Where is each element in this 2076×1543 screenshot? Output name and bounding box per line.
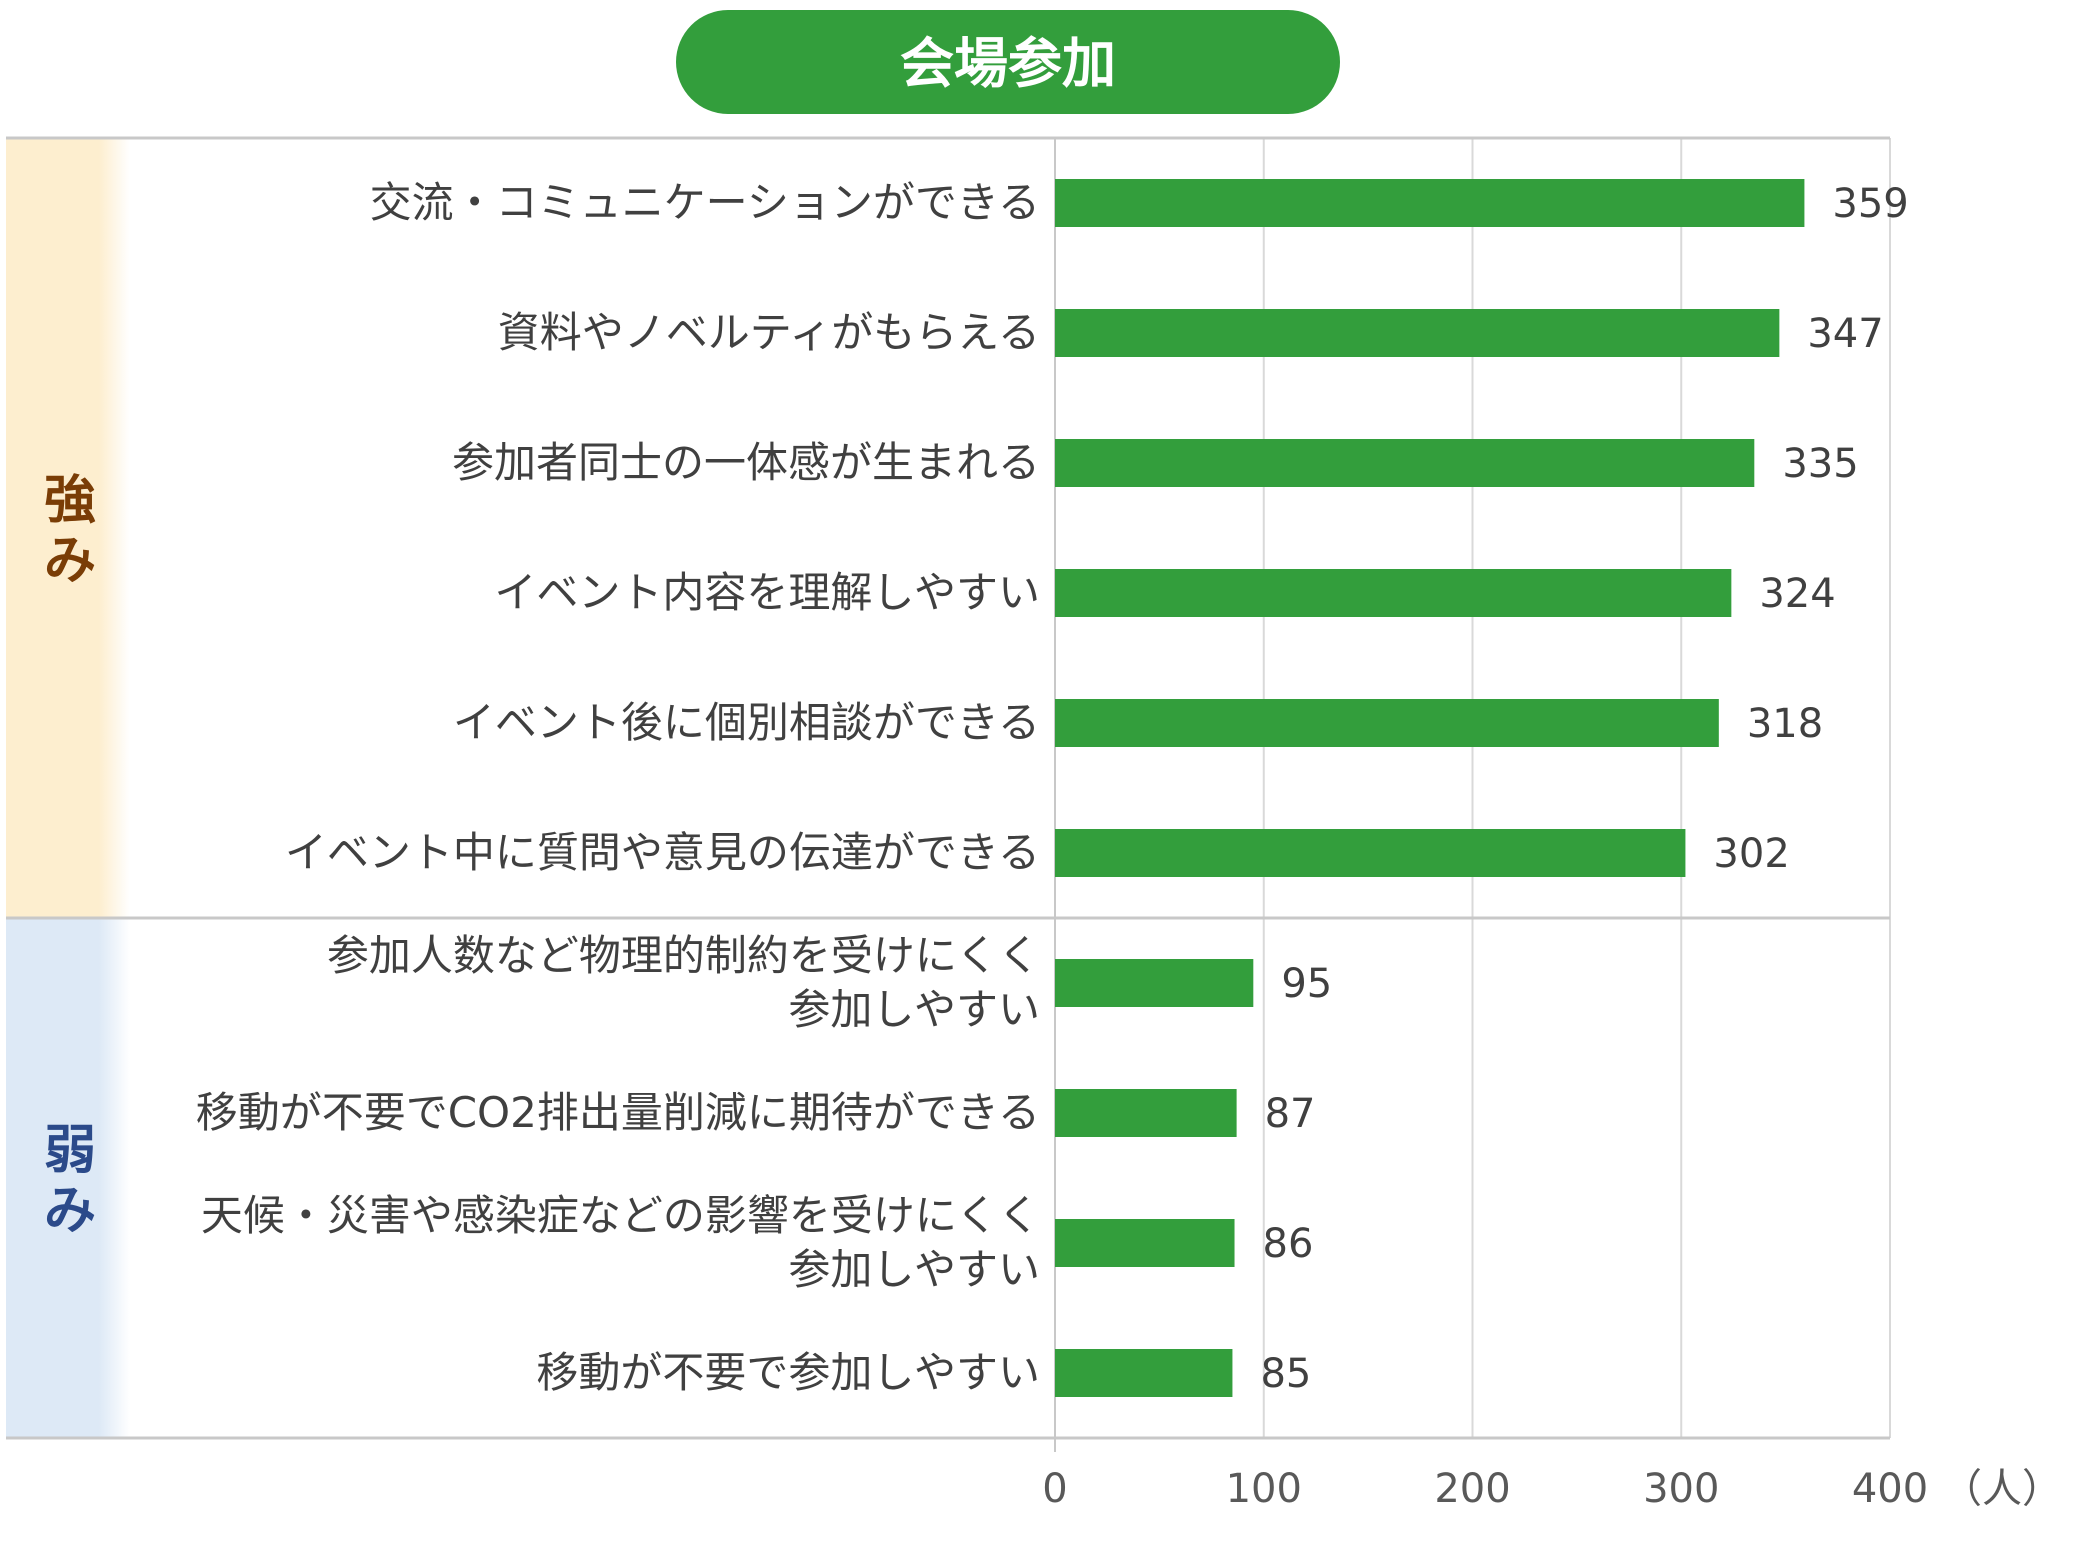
x-tick-label: 100 xyxy=(1226,1466,1302,1512)
bar xyxy=(1055,959,1254,1007)
bar xyxy=(1055,699,1719,747)
bar xyxy=(1055,439,1755,487)
category-label: 参加しやすい xyxy=(788,1245,1040,1294)
value-label: 85 xyxy=(1260,1351,1311,1397)
value-label: 86 xyxy=(1263,1221,1314,1267)
category-label: 参加者同士の一体感が生まれる xyxy=(452,438,1040,487)
value-label: 318 xyxy=(1747,701,1823,747)
group-label: 弱 xyxy=(44,1121,96,1181)
group-label: み xyxy=(44,531,96,591)
bar xyxy=(1055,569,1732,617)
unit-label: （人） xyxy=(1942,1466,2062,1512)
x-tick-label: 200 xyxy=(1434,1466,1510,1512)
group-band xyxy=(6,918,130,1438)
category-label: 参加しやすい xyxy=(788,985,1040,1034)
title-pill xyxy=(676,10,1340,114)
value-label: 95 xyxy=(1281,961,1332,1007)
category-label: イベント中に質問や意見の伝達ができる xyxy=(285,828,1040,877)
bar xyxy=(1055,1219,1235,1267)
group-label: み xyxy=(44,1181,96,1241)
bar xyxy=(1055,179,1805,227)
bar xyxy=(1055,829,1686,877)
category-label: 資料やノベルティがもらえる xyxy=(498,308,1040,357)
x-tick-label: 400 xyxy=(1852,1466,1928,1512)
category-label: 移動が不要で参加しやすい xyxy=(536,1348,1040,1397)
category-label: イベント後に個別相談ができる xyxy=(453,698,1040,747)
value-label: 359 xyxy=(1832,181,1908,227)
category-label: 移動が不要でCO2排出量削減に期待ができる xyxy=(196,1088,1040,1137)
value-label: 302 xyxy=(1713,831,1789,877)
value-label: 324 xyxy=(1759,571,1835,617)
value-label: 335 xyxy=(1782,441,1858,487)
value-label: 87 xyxy=(1265,1091,1316,1137)
value-label: 347 xyxy=(1807,311,1883,357)
category-label: イベント内容を理解しやすい xyxy=(494,568,1040,617)
bar xyxy=(1055,1349,1233,1397)
category-label: 交流・コミュニケーションができる xyxy=(370,178,1040,227)
x-tick-label: 0 xyxy=(1042,1466,1067,1512)
chart-title: 会場参加 xyxy=(900,32,1116,95)
group-band xyxy=(6,138,130,918)
group-label: 強 xyxy=(44,471,96,531)
bar xyxy=(1055,309,1780,357)
x-tick-label: 300 xyxy=(1643,1466,1719,1512)
category-label: 天候・災害や感染症などの影響を受けにくく xyxy=(201,1191,1040,1240)
bar xyxy=(1055,1089,1237,1137)
category-label: 参加人数など物理的制約を受けにくく xyxy=(327,931,1040,980)
